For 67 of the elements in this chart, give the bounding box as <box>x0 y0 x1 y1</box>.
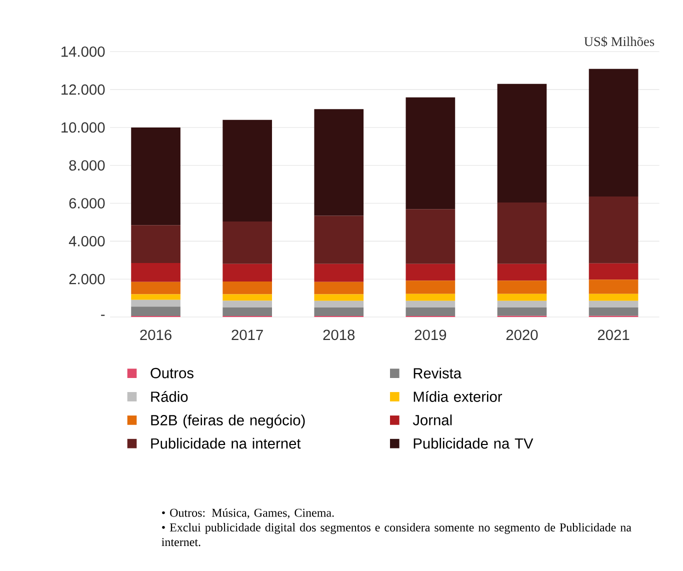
y-tick-label: 10.000 <box>62 122 105 133</box>
bar <box>314 109 364 216</box>
bar <box>588 263 638 280</box>
bar <box>406 264 456 281</box>
bar <box>406 294 456 301</box>
x-tick-label: 2021 <box>598 330 630 340</box>
bar <box>497 307 547 316</box>
legend-label: B2B (feiras de negócio) <box>151 414 305 428</box>
legend-label: Publicidade na TV <box>414 438 534 449</box>
bar <box>222 120 272 222</box>
y-tick-label: 12.000 <box>62 84 105 95</box>
text: • Exclui publicidade digital dos segmentos e considera somente no segmento de Publicidade na internet. <box>162 523 632 546</box>
bar <box>588 280 638 294</box>
bar <box>131 127 180 226</box>
bar <box>314 300 364 308</box>
x-tick-label: 2019 <box>414 330 446 340</box>
legend-label: Revista <box>414 368 462 378</box>
bar <box>314 216 364 264</box>
bar <box>588 294 638 301</box>
bar <box>314 264 364 282</box>
bar <box>406 280 456 294</box>
bar <box>222 221 272 264</box>
legend-label: Outros <box>150 368 194 378</box>
legend-label: Mídia exterior <box>414 391 502 402</box>
x-tick-label: 2017 <box>232 330 263 340</box>
bar <box>314 308 364 316</box>
text: US$ Milhões <box>584 36 654 47</box>
y-tick-label: 4.000 <box>68 236 105 246</box>
x-tick-label: 2020 <box>506 330 538 340</box>
bar <box>131 300 180 307</box>
bar <box>497 280 547 294</box>
bar <box>588 68 638 196</box>
bar <box>406 300 456 308</box>
y-tick-label: 14.000 <box>62 46 105 57</box>
text: • Outros: Música, Games, Cinema. <box>162 508 334 519</box>
legend-label: Publicidade na internet <box>151 438 301 449</box>
bar <box>497 202 547 264</box>
bar <box>497 264 547 281</box>
x-tick-label: 2016 <box>140 330 172 340</box>
y-tick-label: 2.000 <box>69 274 105 284</box>
bar <box>588 300 638 308</box>
legend-label: Jornal <box>412 414 452 426</box>
bar <box>222 264 272 282</box>
bar <box>314 294 364 301</box>
y-tick-label: - <box>101 314 105 316</box>
bar <box>406 97 456 210</box>
y-tick-label: 8.000 <box>69 160 105 171</box>
bar <box>222 282 272 294</box>
bar <box>131 282 180 294</box>
bar <box>222 307 272 316</box>
bar <box>131 225 180 263</box>
bar <box>131 294 180 300</box>
bar <box>497 300 547 308</box>
bar <box>497 294 547 301</box>
bar <box>406 307 456 316</box>
bar <box>497 84 547 203</box>
bar <box>131 262 180 282</box>
bar <box>588 307 638 316</box>
bar <box>588 196 638 264</box>
bar <box>222 294 272 301</box>
x-tick-label: 2018 <box>323 330 355 340</box>
bar <box>406 209 456 264</box>
y-tick-label: 6.000 <box>69 198 105 208</box>
bar <box>222 300 272 308</box>
bar <box>314 282 364 294</box>
legend-label: Rádio <box>151 391 188 402</box>
bar <box>131 306 180 316</box>
